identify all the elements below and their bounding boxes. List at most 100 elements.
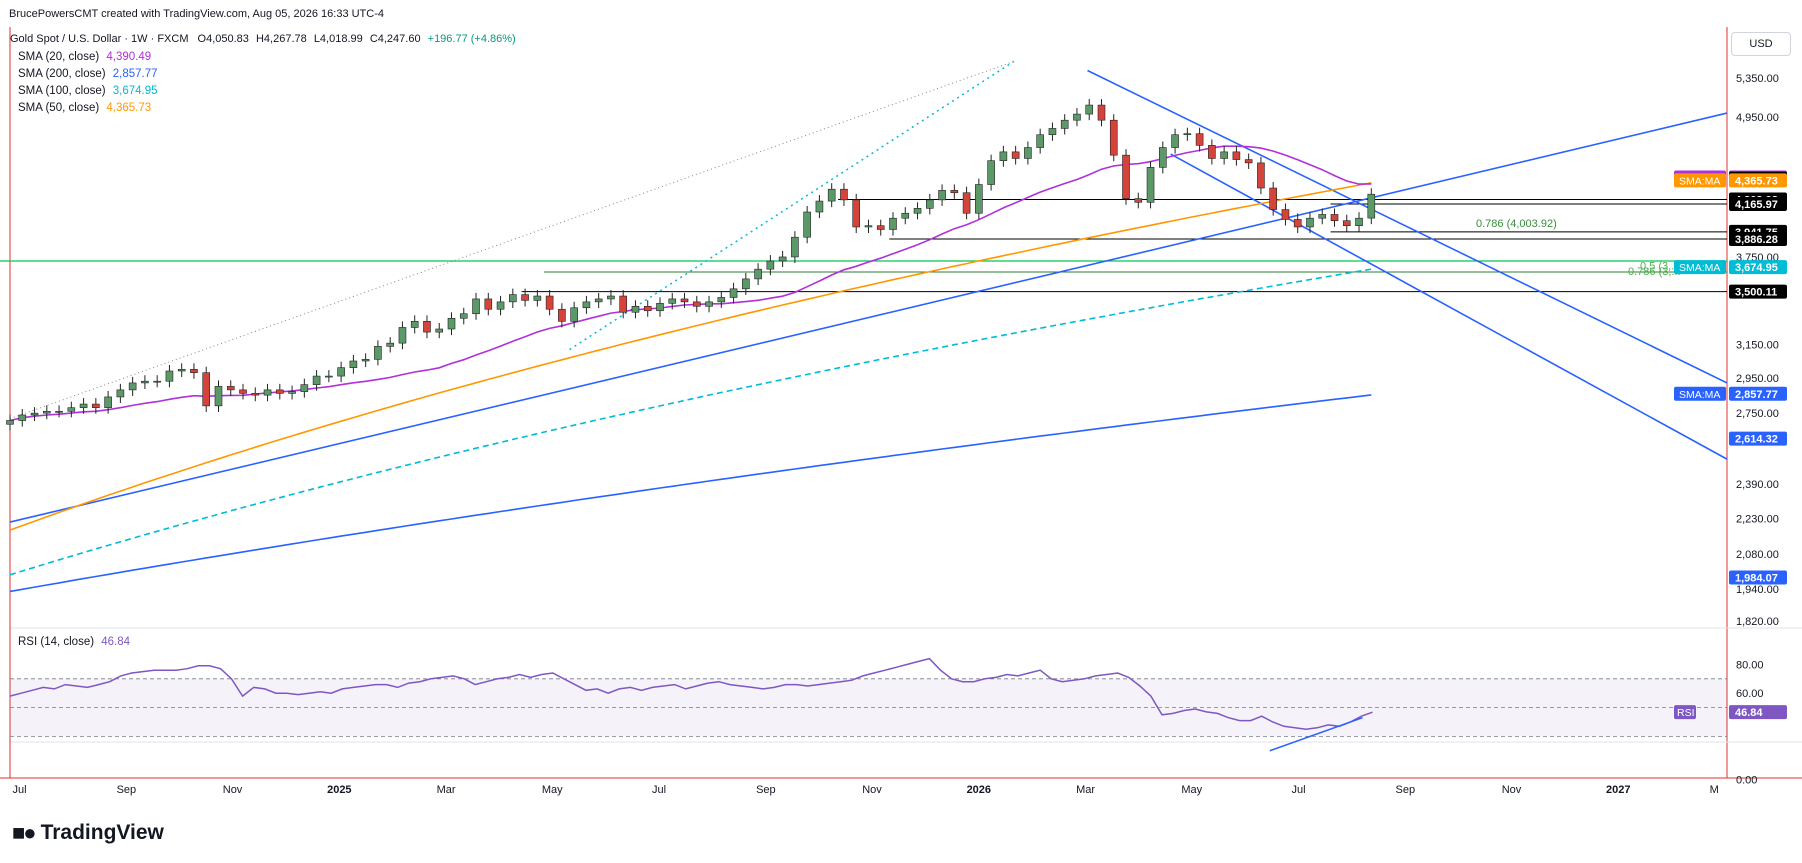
- candle-up: [607, 295, 615, 300]
- sma-20-line: [9, 145, 1372, 422]
- price-label-box: [1729, 284, 1787, 299]
- candle-down: [1097, 104, 1106, 121]
- price-axis-tick: 2,390.00: [1736, 479, 1779, 491]
- candle-up: [913, 208, 922, 214]
- candle-up: [705, 301, 713, 307]
- legend-sma-50-label: SMA (50, close): [18, 102, 100, 114]
- ohlc-high: H4,267.78: [255, 33, 307, 45]
- time-axis-tick: Nov: [862, 784, 882, 796]
- time-axis-tick: 2027: [1606, 784, 1630, 796]
- ohlc-open: O4,050.83: [197, 33, 249, 45]
- candle-up: [1048, 128, 1057, 136]
- candle-up: [827, 188, 836, 202]
- sma-50-line: [9, 182, 1372, 531]
- candle-down: [1269, 187, 1277, 210]
- candle-up: [312, 375, 321, 385]
- legend-sma-200[interactable]: SMA (200, close) 2,857.77: [18, 68, 158, 80]
- price-axis-tick: 1,940.00: [1736, 584, 1779, 596]
- legend-sma-200-value: 2,857.77: [112, 68, 158, 80]
- candle-up: [582, 301, 591, 309]
- rsi-axis-tick: 60.00: [1736, 688, 1764, 700]
- candle-up: [288, 391, 296, 394]
- price-label: 2,857.77: [1735, 389, 1778, 401]
- candle-down: [643, 305, 652, 312]
- time-axis-tick: Nov: [1502, 784, 1522, 796]
- ma-tag-label: SMA:MA: [1679, 262, 1720, 274]
- candle-down: [852, 199, 861, 228]
- candle-up: [30, 412, 39, 416]
- sma-200-line: [9, 394, 1372, 593]
- tradingview-logo[interactable]: ■● TradingView: [12, 820, 164, 846]
- price-axis-tick: 2,230.00: [1736, 514, 1779, 526]
- candle-up: [398, 327, 407, 344]
- candle-up: [987, 160, 995, 185]
- legend-sma-20-value: 4,390.49: [106, 51, 152, 63]
- price-axis-tick: 4,950.00: [1736, 112, 1779, 124]
- ma-tag-box: [1674, 386, 1726, 401]
- price-label: 3,674.95: [1735, 262, 1778, 274]
- candle-up: [729, 288, 738, 298]
- candle-up: [864, 225, 873, 228]
- price-label-box: [1729, 260, 1787, 275]
- price-label: 2,614.32: [1735, 434, 1778, 446]
- candle-down: [1330, 214, 1339, 221]
- candle-up: [570, 307, 578, 322]
- rsi-line: [9, 657, 1373, 730]
- legend-sma-50-value: 4,365.73: [106, 102, 152, 114]
- time-axis-tick: Jul: [1292, 784, 1306, 796]
- tradingview-mark-icon: ■●: [12, 820, 37, 845]
- time-axis-tick: M: [1710, 784, 1719, 796]
- trend-line-2: [1170, 153, 1728, 460]
- price-axis-tick: 3,150.00: [1736, 340, 1779, 352]
- legend-rsi[interactable]: RSI (14, close) 46.84: [18, 636, 130, 648]
- candle-up: [1220, 151, 1228, 159]
- candle-up: [754, 268, 762, 280]
- legend-sma-100-value: 3,674.95: [112, 85, 158, 97]
- candle-up: [153, 380, 161, 383]
- candle-up: [975, 184, 983, 214]
- candle-up: [766, 260, 775, 270]
- candle-up: [925, 199, 934, 209]
- trend-line-0: [9, 112, 1728, 523]
- chart-caption: BrucePowersCMT created with TradingView.…: [9, 8, 385, 20]
- candle-up: [18, 414, 27, 421]
- sma-100-line: [9, 268, 1372, 576]
- candle-up: [165, 370, 174, 382]
- legend-sma-20[interactable]: SMA (20, close) 4,390.49: [18, 51, 151, 63]
- rsi-axis-tick: 0.00: [1736, 775, 1757, 787]
- candle-up: [1171, 134, 1179, 148]
- candle-down: [1011, 151, 1020, 159]
- fib-label-2: 0.786 (3,...: [1628, 266, 1681, 278]
- candle-up: [901, 212, 910, 219]
- candle-down: [840, 188, 848, 201]
- candle-up: [656, 303, 664, 312]
- legend-sma-100[interactable]: SMA (100, close) 3,674.95: [18, 85, 158, 97]
- candle-down: [484, 298, 493, 310]
- candle-up: [1355, 217, 1363, 227]
- candle-up: [67, 407, 76, 412]
- candle-down: [1293, 219, 1302, 228]
- candle-down: [423, 321, 431, 333]
- candle-up: [742, 278, 750, 290]
- price-axis-tick: 2,950.00: [1736, 373, 1779, 385]
- time-axis-tick: May: [1181, 784, 1202, 796]
- time-axis-tick: 2026: [967, 784, 991, 796]
- legend-rsi-value: 46.84: [101, 636, 131, 648]
- candle-up: [214, 386, 223, 407]
- legend-sma-50[interactable]: SMA (50, close) 4,365.73: [18, 102, 151, 114]
- price-label: 3,886.28: [1735, 234, 1778, 246]
- time-axis-tick: Jul: [652, 784, 666, 796]
- currency-button[interactable]: USD: [1731, 32, 1791, 56]
- fib-base-line: [9, 60, 1015, 420]
- candle-down: [190, 369, 198, 373]
- candle-down: [1342, 220, 1351, 227]
- candle-down: [1109, 119, 1118, 156]
- candle-up: [459, 313, 468, 319]
- legend-sma-200-label: SMA (200, close): [18, 68, 106, 80]
- candle-up: [410, 321, 419, 328]
- rsi-trend-line: [1269, 716, 1363, 752]
- ma-tag-box: [1674, 173, 1726, 188]
- ma-tag-label: SMA:MA: [1679, 175, 1720, 187]
- ohlc-close: C4,247.60: [369, 33, 421, 45]
